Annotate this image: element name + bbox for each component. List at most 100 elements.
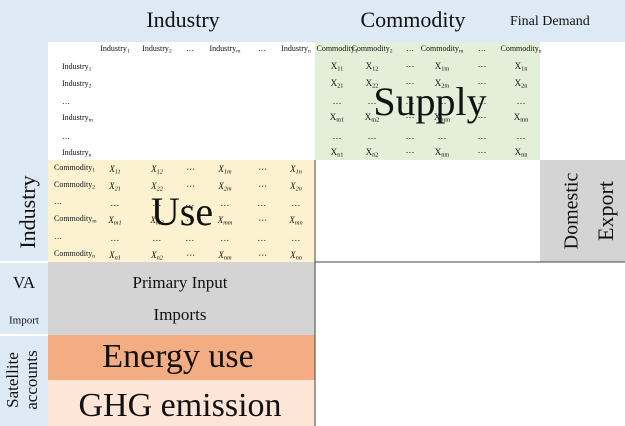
supply-cell: X2n bbox=[515, 78, 529, 90]
use-cell: … bbox=[153, 233, 161, 243]
supply-cell-text: ⋯ bbox=[478, 147, 487, 157]
header-commodity: Commodity bbox=[360, 7, 465, 32]
use-cell-text: X bbox=[107, 215, 114, 225]
use-cell: … bbox=[258, 198, 266, 208]
supply-cell: X21 bbox=[331, 78, 344, 90]
supply-cell: Xnm bbox=[435, 147, 450, 159]
industry-column: … bbox=[258, 44, 266, 53]
supply-cell-text: … bbox=[438, 131, 447, 141]
commodity-row: Commodity1 bbox=[54, 163, 95, 174]
make-header-area bbox=[48, 42, 315, 160]
use-cell-subscript: m1 bbox=[114, 220, 122, 227]
industry-column-subscript: 2 bbox=[169, 49, 172, 55]
industry-row-subscript: 2 bbox=[89, 84, 92, 90]
supply-cell: … bbox=[478, 131, 487, 141]
supply-cell-text: X bbox=[331, 61, 338, 71]
industry-row-subscript: 1 bbox=[89, 67, 92, 73]
industry-column-text: Industry bbox=[142, 44, 169, 53]
supply-cell-text: ⋯ bbox=[478, 61, 487, 71]
industry-row-text: Industry bbox=[62, 62, 89, 71]
supply-cell-subscript: m2 bbox=[371, 117, 379, 124]
supply-cell: Xnn bbox=[515, 147, 529, 159]
commodity-column-text: … bbox=[406, 44, 414, 53]
use-cell-subscript: 22 bbox=[157, 186, 164, 193]
supply-cell-text: … bbox=[478, 96, 487, 106]
supply-cell-subscript: mn bbox=[520, 117, 529, 124]
commodity-row-text: … bbox=[54, 197, 62, 206]
use-cell-text: ⋯ bbox=[258, 215, 267, 225]
commodity-row-text: Commodity bbox=[54, 180, 92, 189]
use-cell: Xnm bbox=[217, 250, 232, 262]
industry-row: … bbox=[62, 132, 70, 141]
value-added-imports: Imports bbox=[154, 305, 207, 324]
supply-cell: ⋯ bbox=[406, 147, 415, 157]
supply-cell-subscript: nm bbox=[441, 152, 449, 159]
side-satellite: Satellite bbox=[3, 352, 22, 408]
satellite-ghg: GHG emission bbox=[78, 387, 281, 424]
use-cell: ⋯ bbox=[258, 181, 267, 191]
industry-column: Industry1 bbox=[100, 44, 130, 55]
use-cell-text: … bbox=[258, 233, 266, 243]
use-cell-subscript: 1m bbox=[224, 169, 232, 176]
commodity-column: Commoditym bbox=[421, 44, 464, 55]
use-cell-text: X bbox=[150, 250, 157, 260]
supply-cell: Xmn bbox=[514, 112, 529, 124]
supply-cell: Xn1 bbox=[331, 147, 344, 159]
supply-cell-text: X bbox=[366, 61, 373, 71]
supply-cell: ⋯ bbox=[406, 61, 415, 71]
final-demand-area bbox=[540, 160, 625, 262]
supply-cell: … bbox=[438, 96, 447, 106]
industry-column-text: … bbox=[186, 44, 194, 53]
supply-label: Supply bbox=[373, 79, 486, 124]
use-cell-subscript: 2n bbox=[296, 186, 302, 193]
supply-cell-subscript: n1 bbox=[337, 152, 343, 159]
use-cell-text: … bbox=[111, 198, 119, 208]
industry-row-text: Industry bbox=[62, 113, 89, 122]
use-label: Use bbox=[151, 189, 213, 234]
commodity-row-text: Commodity bbox=[54, 214, 92, 223]
use-cell-text: … bbox=[111, 233, 119, 243]
commodity-column: Commodity1 bbox=[316, 44, 357, 55]
industry-column-text: Industry bbox=[209, 44, 236, 53]
use-cell-text: ⋯ bbox=[258, 164, 267, 174]
supply-cell: … bbox=[406, 96, 415, 106]
supply-cell: … bbox=[517, 131, 526, 141]
supply-cell: Xm2 bbox=[365, 112, 380, 124]
use-cell: X1n bbox=[289, 164, 302, 176]
use-cell: X2m bbox=[217, 181, 232, 193]
commodity-column-text: Commodity bbox=[316, 44, 354, 53]
supply-cell-text: X bbox=[515, 61, 522, 71]
use-cell: … bbox=[221, 233, 229, 243]
supply-cell-text: … bbox=[406, 131, 415, 141]
commodity-row: Commodityn bbox=[54, 249, 95, 260]
use-cell-subscript: n2 bbox=[157, 255, 164, 262]
use-cell-text: … bbox=[221, 233, 229, 243]
supply-cell-text: … bbox=[368, 96, 377, 106]
use-cell: … bbox=[258, 233, 266, 243]
industry-column-text: … bbox=[258, 44, 266, 53]
supply-cell-subscript: 12 bbox=[372, 66, 378, 73]
supply-cell-subscript: 2m bbox=[441, 83, 449, 90]
use-cell-text: X bbox=[108, 181, 115, 191]
ghg-area bbox=[48, 380, 315, 426]
value-added-primary: Primary Input bbox=[133, 273, 228, 292]
industry-row-text: … bbox=[62, 97, 70, 106]
use-cell-text: X bbox=[108, 250, 115, 260]
use-cell: Xm2 bbox=[149, 215, 164, 227]
use-cell-subscript: n1 bbox=[115, 255, 121, 262]
industry-column-text: Industry bbox=[281, 44, 308, 53]
use-cell-text: ⋯ bbox=[186, 215, 195, 225]
commodity-row-text: … bbox=[54, 232, 62, 241]
use-area bbox=[48, 160, 315, 262]
use-cell-text: X bbox=[217, 250, 224, 260]
supply-cell: … bbox=[368, 96, 377, 106]
supply-cell: X12 bbox=[366, 61, 379, 73]
supply-cell-subscript: n2 bbox=[372, 152, 378, 159]
supply-cell-subscript: 1n bbox=[521, 66, 528, 73]
industry-column-subscript: n bbox=[308, 49, 311, 55]
supply-cell-text: X bbox=[330, 112, 337, 122]
supply-cell: ⋯ bbox=[478, 147, 487, 157]
supply-cell-text: ⋯ bbox=[406, 147, 415, 157]
commodity-row-subscript: m bbox=[92, 219, 97, 225]
industry-row: Industrym bbox=[62, 113, 94, 124]
